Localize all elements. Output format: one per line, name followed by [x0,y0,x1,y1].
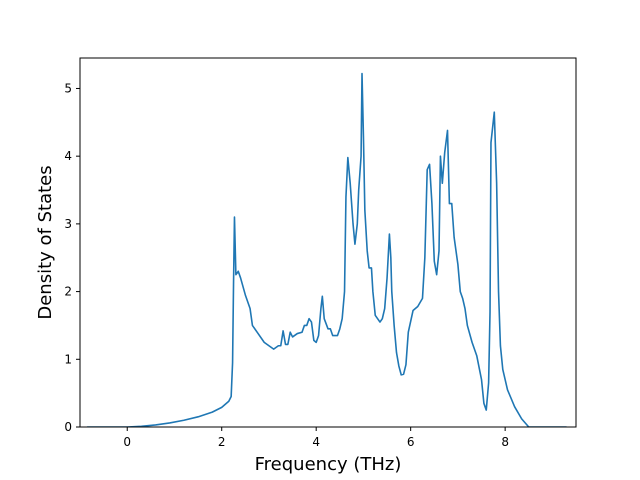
x-tick-label: 8 [501,435,509,449]
y-tick-label: 3 [64,217,72,231]
y-tick-label: 5 [64,81,72,95]
x-tick-label: 4 [312,435,320,449]
x-tick-label: 6 [407,435,415,449]
x-tick-label: 2 [218,435,226,449]
x-axis-label: Frequency (THz) [255,454,402,475]
y-tick-label: 2 [64,285,72,299]
plot-area [87,72,567,427]
axes-frame [79,57,577,428]
y-tick-label: 0 [64,420,72,434]
dos-series-line [87,72,567,427]
y-tick-label: 1 [64,352,72,366]
y-tick-label: 4 [64,149,72,163]
axis-ticks: 0 2 4 6 8 0 1 2 3 4 5 [64,81,509,449]
y-axis-label: Density of States [35,165,56,319]
x-tick-label: 0 [123,435,131,449]
